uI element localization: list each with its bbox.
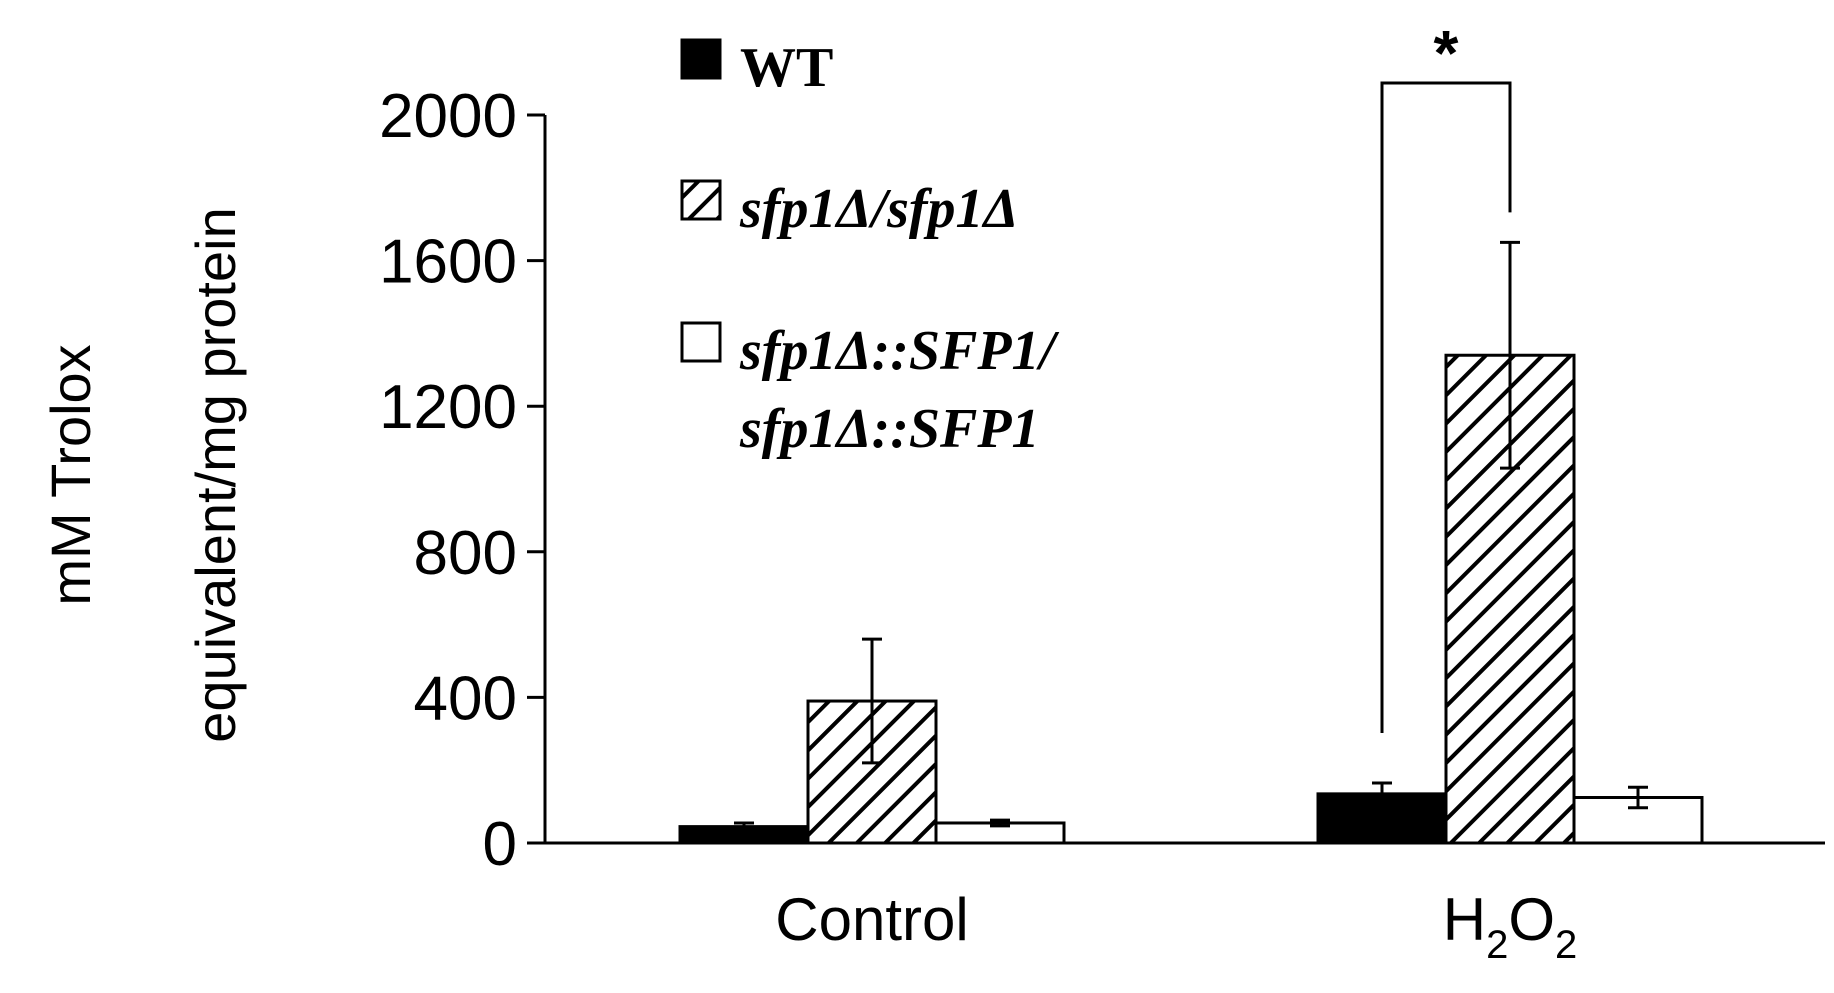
label-part: H xyxy=(1443,886,1486,953)
legend-swatch xyxy=(680,38,722,80)
significance-star: * xyxy=(1434,17,1459,89)
axes xyxy=(543,115,1825,845)
significance-annotation: * xyxy=(1380,17,1512,733)
y-ticks: 0 400 800 1200 1600 2000 xyxy=(379,82,545,879)
legend-label: sfp1Δ::SFP1/ xyxy=(739,320,1060,382)
label-part: O xyxy=(1508,886,1555,953)
subscript: 2 xyxy=(1555,923,1577,967)
y-axis-label-line: equivalent/mg protein xyxy=(184,207,247,742)
subscript: 2 xyxy=(1486,923,1508,967)
y-tick-label: 0 xyxy=(483,810,517,879)
x-tick-label: H2O2 xyxy=(1443,886,1578,967)
y-tick-label: 800 xyxy=(414,519,517,588)
y-axis-label: mM Trolox equivalent/mg protein xyxy=(39,207,247,742)
legend-swatch xyxy=(680,179,722,221)
legend-label: WT xyxy=(740,37,833,99)
legend-label: sfp1Δ/sfp1Δ xyxy=(739,178,1019,240)
error-bars xyxy=(734,240,1648,832)
bars xyxy=(678,353,1704,845)
y-tick-label: 400 xyxy=(414,664,517,733)
y-axis-label-line: mM Trolox xyxy=(39,344,102,605)
legend-swatch xyxy=(680,321,722,363)
significance-bracket xyxy=(1380,81,1512,733)
legend-label: sfp1Δ::SFP1 xyxy=(739,398,1040,460)
y-tick-label: 1200 xyxy=(379,373,517,442)
x-tick-labels: Control H2O2 xyxy=(775,886,1577,967)
y-tick-label: 2000 xyxy=(379,82,517,151)
y-tick-label: 1600 xyxy=(379,228,517,297)
x-tick-label: Control xyxy=(775,886,968,953)
